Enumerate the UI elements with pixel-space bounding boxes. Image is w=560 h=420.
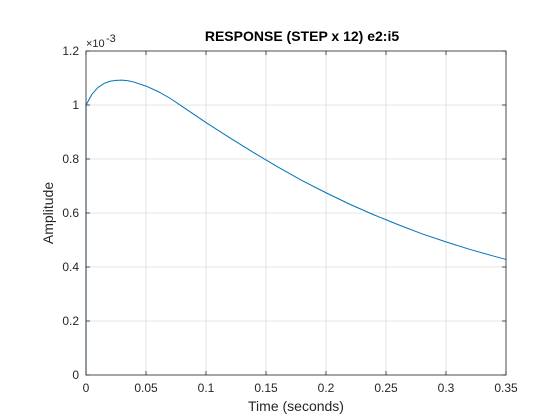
x-tick-label: 0.3 — [438, 381, 455, 395]
y-tick-label: 1 — [72, 98, 79, 112]
y-tick-label: 0.8 — [62, 152, 79, 166]
x-tick-label: 0.2 — [318, 381, 335, 395]
y-tick-label: 0.4 — [62, 260, 79, 274]
x-axis-label: Time (seconds) — [248, 398, 344, 414]
y-exponent: ×10 -3 — [86, 33, 116, 50]
series-line — [85, 79, 507, 375]
y-tick-label: 1.2 — [62, 44, 79, 58]
y-tick-label: 0.2 — [62, 314, 79, 328]
x-tick-label: 0.35 — [494, 381, 518, 395]
y-axis-label: Amplitude — [40, 182, 56, 244]
x-tick-label: 0 — [83, 381, 90, 395]
x-tick-label: 0.15 — [254, 381, 278, 395]
y-tick-label: 0.6 — [62, 206, 79, 220]
x-tick-label: 0.25 — [374, 381, 398, 395]
y-tick-label: 0 — [72, 368, 79, 382]
y-exponent-power: -3 — [106, 33, 116, 45]
tick-labels: 0 0.05 0.1 0.15 0.2 0.25 0.3 0.35 0 0.2 0.4 0.6 0.8 1… — [62, 44, 518, 395]
ticks — [85, 50, 507, 376]
series-layer — [85, 79, 507, 375]
chart-title: RESPONSE (STEP x 12) e2:i5 — [205, 28, 399, 44]
x-tick-label: 0.1 — [198, 381, 215, 395]
x-tick-label: 0.05 — [134, 381, 158, 395]
y-exponent-base: ×10 — [86, 38, 105, 50]
